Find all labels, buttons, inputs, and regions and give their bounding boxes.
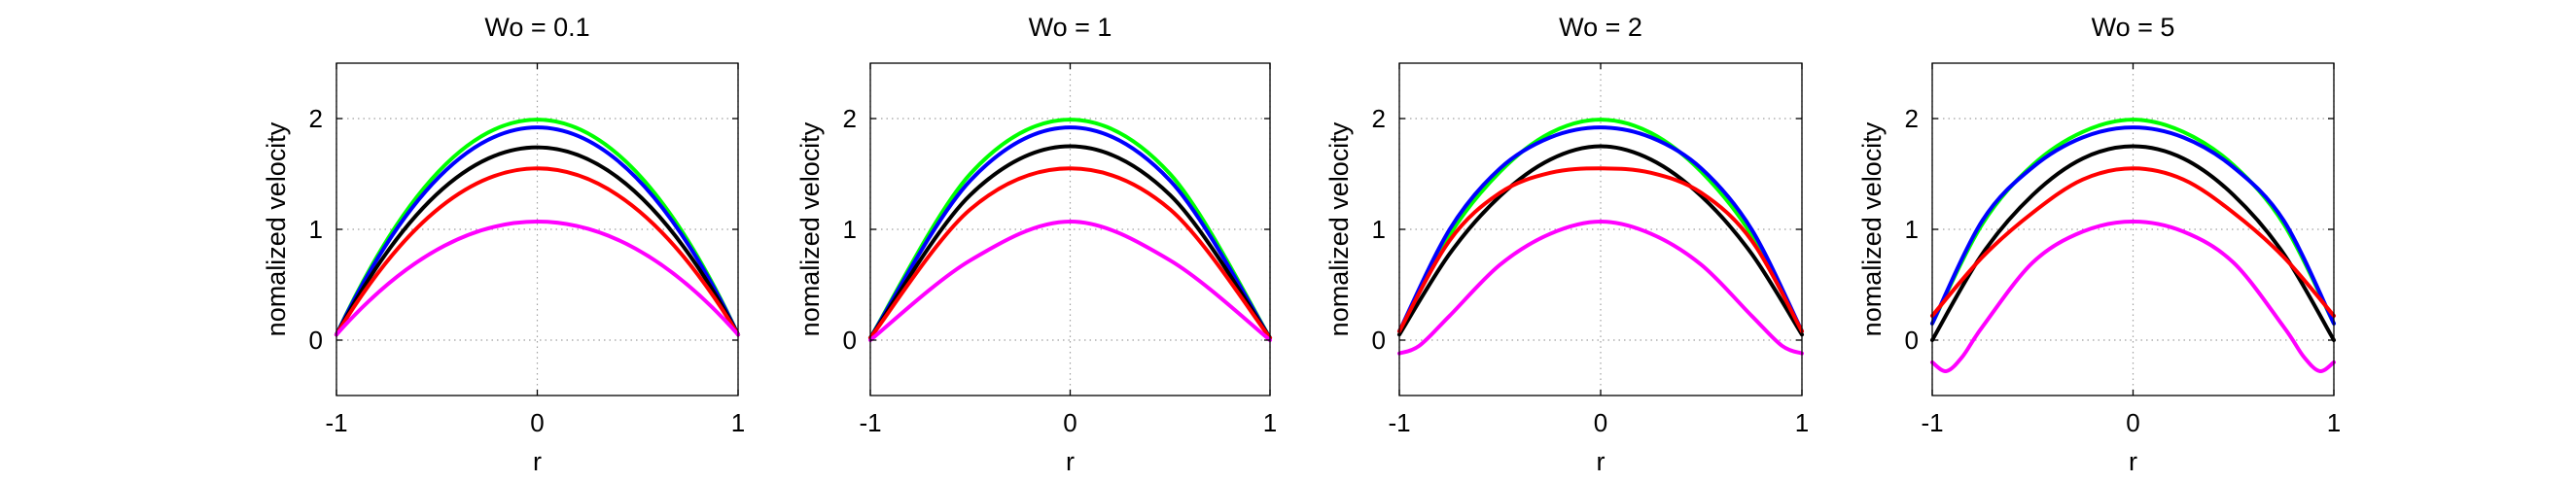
series-line-3: [335, 145, 740, 337]
x-tick-label: 1: [1263, 408, 1277, 437]
subplot-title: Wo = 5: [2092, 13, 2175, 42]
x-tick-label: -1: [1388, 408, 1410, 437]
x-axis-label: r: [1597, 447, 1606, 476]
subplot-title: Wo = 2: [1559, 13, 1642, 42]
series-line-4: [335, 166, 740, 337]
y-tick-label: 2: [1905, 104, 1919, 133]
x-tick-label: 1: [731, 408, 745, 437]
subplot-2: -1 0 1 0 1 2 Wo = 1 r nomalized velocity: [795, 13, 1277, 476]
y-tick-label: 2: [1372, 104, 1386, 133]
y-tick-label: 1: [309, 215, 323, 244]
y-tick-label: 0: [843, 326, 857, 355]
y-tick-label: 2: [843, 104, 857, 133]
series-line-1: [868, 118, 1272, 340]
series-line-3: [1930, 144, 2336, 342]
y-tick-label: 1: [1905, 215, 1919, 244]
series-line-3: [868, 144, 1272, 340]
y-tick-label: 1: [843, 215, 857, 244]
x-tick-label: 0: [1594, 408, 1607, 437]
subplot-3: -1 0 1 0 1 2 Wo = 2 r nomalized velocity: [1324, 13, 1809, 476]
series-line-5: [1397, 220, 1804, 356]
y-tick-label: 0: [1372, 326, 1386, 355]
series-line-1: [335, 118, 740, 337]
x-tick-label: 0: [1063, 408, 1076, 437]
x-tick-label: 1: [2327, 408, 2341, 437]
x-axis-label: r: [1066, 447, 1075, 476]
series-line-2: [868, 125, 1272, 340]
x-tick-label: -1: [859, 408, 881, 437]
series-line-4: [868, 166, 1272, 340]
subplot-title: Wo = 0.1: [484, 13, 589, 42]
series-line-1: [1397, 118, 1804, 333]
series-line-4: [1930, 166, 2336, 318]
series-line-2: [1397, 125, 1804, 333]
subplot-title: Wo = 1: [1029, 13, 1112, 42]
series-line-2: [335, 125, 740, 337]
y-axis-label: nomalized velocity: [1324, 121, 1354, 336]
x-tick-label: 0: [2126, 408, 2139, 437]
y-axis-label: nomalized velocity: [795, 121, 825, 336]
x-tick-label: 0: [530, 408, 544, 437]
y-axis-label: nomalized velocity: [1857, 121, 1887, 336]
x-tick-label: 1: [1795, 408, 1809, 437]
y-axis-label: nomalized velocity: [262, 121, 291, 336]
series-line-5: [868, 220, 1272, 342]
y-tick-label: 0: [309, 326, 323, 355]
subplot-1: -1 0 1 0 1 2 Wo = 0.1 r nomalized velocity: [262, 13, 745, 476]
x-tick-label: -1: [325, 408, 347, 437]
x-axis-label: r: [533, 447, 542, 476]
y-tick-label: 1: [1372, 215, 1386, 244]
series-line-5: [1930, 220, 2336, 373]
x-axis-label: r: [2129, 447, 2137, 476]
subplot-4: -1 0 1 0 1 2 Wo = 5 r nomalized velocity: [1857, 13, 2341, 476]
y-tick-label: 0: [1905, 326, 1919, 355]
x-tick-label: -1: [1921, 408, 1943, 437]
series-line-4: [1397, 166, 1804, 333]
y-tick-label: 2: [309, 104, 323, 133]
series-line-2: [1930, 125, 2336, 326]
series-line-5: [335, 220, 740, 337]
series-line-3: [1397, 144, 1804, 337]
